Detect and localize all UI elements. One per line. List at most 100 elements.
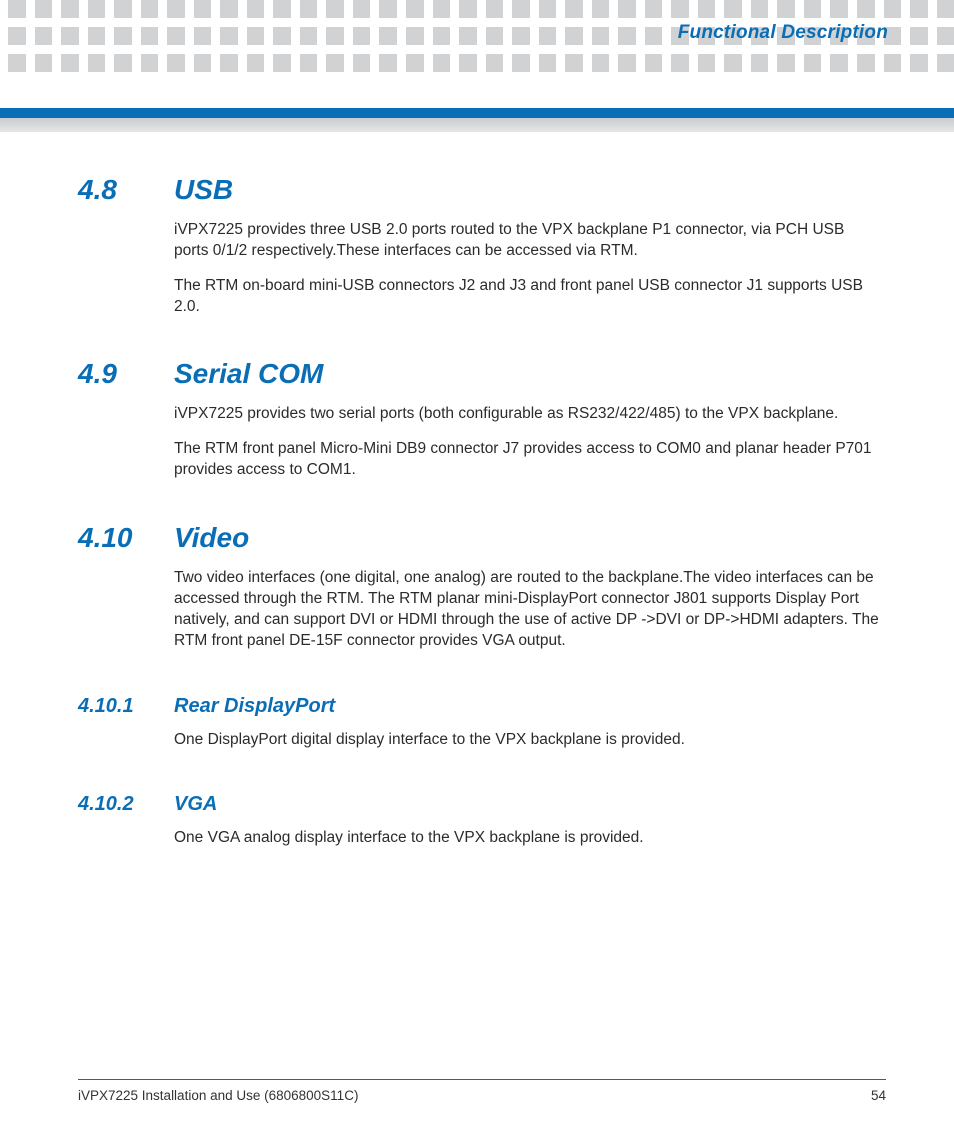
- paragraph: Two video interfaces (one digital, one a…: [174, 568, 883, 652]
- header-dot: [353, 27, 371, 45]
- header-dot: [618, 0, 636, 18]
- subsection-title: VGA: [174, 792, 883, 816]
- header-dot: [379, 0, 397, 18]
- header-dot: [35, 54, 53, 72]
- header-dot: [724, 0, 742, 18]
- header-dot: [618, 27, 636, 45]
- header-dot: [884, 0, 902, 18]
- header-dot: [539, 0, 557, 18]
- header-dot: [35, 27, 53, 45]
- header-dot: [114, 0, 132, 18]
- header-dot: [671, 0, 689, 18]
- header-dot: [300, 0, 318, 18]
- header-dot: [353, 0, 371, 18]
- page-footer: iVPX7225 Installation and Use (6806800S1…: [78, 1079, 886, 1103]
- header-dot: [273, 54, 291, 72]
- header-dot: [88, 0, 106, 18]
- section-number: 4.9: [78, 359, 174, 390]
- header-dot: [273, 0, 291, 18]
- subsection-number: 4.10.1: [78, 694, 174, 718]
- header-dot: [406, 27, 424, 45]
- header-dot: [512, 27, 530, 45]
- paragraph: The RTM on-board mini-USB connectors J2 …: [174, 276, 883, 318]
- header-dot: [698, 0, 716, 18]
- section-title: Serial COM: [174, 359, 883, 390]
- header-dot: [379, 27, 397, 45]
- header-dot: [937, 54, 954, 72]
- paragraph: iVPX7225 provides two serial ports (both…: [174, 404, 883, 425]
- header-dot: [61, 54, 79, 72]
- header-dot: [326, 54, 344, 72]
- header-dot: [35, 0, 53, 18]
- header-dot: [406, 54, 424, 72]
- chapter-title: Functional Description: [678, 22, 888, 44]
- header-dot: [592, 54, 610, 72]
- header-dot: [884, 54, 902, 72]
- header-dot: [937, 27, 954, 45]
- header-dot: [300, 54, 318, 72]
- page: Functional Description 4.8 USB iVPX7225 …: [0, 0, 954, 1145]
- header-dot: [141, 27, 159, 45]
- header-dot: [751, 54, 769, 72]
- header-dot: [433, 0, 451, 18]
- header-dot: [220, 0, 238, 18]
- header-dot: [592, 27, 610, 45]
- header-dot: [406, 0, 424, 18]
- header-dot: [592, 0, 610, 18]
- header-dot: [830, 54, 848, 72]
- header-dot: [645, 54, 663, 72]
- section-title: USB: [174, 175, 883, 206]
- header-dot: [167, 0, 185, 18]
- header-dot: [88, 54, 106, 72]
- header-dot: [88, 27, 106, 45]
- header-dot: [247, 27, 265, 45]
- subsection-number: 4.10.2: [78, 792, 174, 816]
- header-dot: [8, 27, 26, 45]
- header-dot: [777, 54, 795, 72]
- header-dot: [724, 54, 742, 72]
- header-dot: [645, 0, 663, 18]
- header-dot: [247, 54, 265, 72]
- subsection-title: Rear DisplayPort: [174, 694, 883, 718]
- header-dot: [910, 54, 928, 72]
- header-dot: [804, 0, 822, 18]
- dot-row: [0, 0, 954, 18]
- header-dot: [486, 0, 504, 18]
- header-dot: [539, 27, 557, 45]
- header-dot: [777, 0, 795, 18]
- header-dot: [698, 54, 716, 72]
- header-dot: [751, 0, 769, 18]
- header-dot: [459, 54, 477, 72]
- header-dot: [618, 54, 636, 72]
- dot-row: [0, 54, 954, 72]
- footer-doc-title: iVPX7225 Installation and Use (6806800S1…: [78, 1088, 358, 1103]
- paragraph: iVPX7225 provides three USB 2.0 ports ro…: [174, 220, 883, 262]
- footer-page-number: 54: [871, 1088, 886, 1103]
- header-dot: [167, 27, 185, 45]
- header-dot: [565, 54, 583, 72]
- section-number: 4.10: [78, 523, 174, 554]
- header-dot: [61, 0, 79, 18]
- header-dot: [8, 0, 26, 18]
- header-dot: [857, 0, 875, 18]
- header-dot: [565, 27, 583, 45]
- header-dot: [645, 27, 663, 45]
- header-dot: [433, 54, 451, 72]
- header-dot: [220, 27, 238, 45]
- header-dot: [114, 27, 132, 45]
- header-dot: [459, 27, 477, 45]
- header-dot: [539, 54, 557, 72]
- header-dot: [512, 54, 530, 72]
- header-dot: [167, 54, 185, 72]
- paragraph: The RTM front panel Micro-Mini DB9 conne…: [174, 439, 883, 481]
- paragraph: One DisplayPort digital display interfac…: [174, 730, 883, 751]
- header-dot: [326, 0, 344, 18]
- header-dot: [273, 27, 291, 45]
- section-video: 4.10 Video Two video interfaces (one dig…: [78, 523, 883, 665]
- header-gray-rule: [0, 118, 954, 132]
- section-title: Video: [174, 523, 883, 554]
- section-usb: 4.8 USB iVPX7225 provides three USB 2.0 …: [78, 175, 883, 331]
- header-dot: [326, 27, 344, 45]
- header-dot: [379, 54, 397, 72]
- header-blue-rule: [0, 108, 954, 118]
